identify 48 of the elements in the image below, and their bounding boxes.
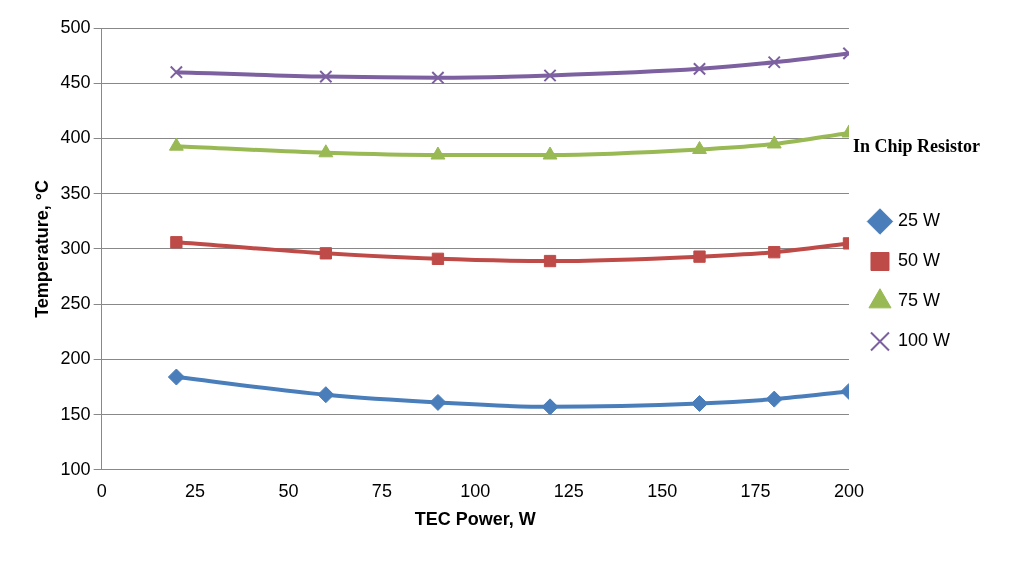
point — [319, 69, 333, 84]
legend-label: 100 W — [897, 330, 951, 351]
x-axis-title: TEC Power, W — [414, 509, 536, 530]
point — [431, 252, 445, 265]
x-tick-label: 25 — [185, 480, 206, 501]
y-tick-label: 300 — [60, 237, 91, 258]
legend-label: 25 W — [897, 210, 940, 231]
point — [766, 135, 782, 149]
point — [431, 71, 445, 85]
x-tick-label: 100 — [460, 480, 491, 501]
point — [693, 250, 706, 263]
point — [318, 144, 334, 158]
point — [692, 141, 707, 154]
y-tick-label: 100 — [60, 458, 91, 479]
point — [429, 393, 447, 411]
y-tick-label: 350 — [60, 182, 91, 203]
x-tick-label: 200 — [833, 480, 864, 501]
point — [543, 254, 557, 268]
y-axis-title: Temperature, °C — [31, 179, 52, 318]
x-tick-label: 0 — [96, 480, 107, 501]
legend-title: In Chip Resistor — [852, 136, 981, 157]
point — [541, 398, 559, 416]
point — [542, 146, 558, 160]
point — [765, 390, 783, 408]
x-tick-label: 75 — [371, 480, 392, 501]
point — [430, 146, 446, 160]
y-tick-label: 450 — [60, 72, 91, 93]
x-tick-label: 125 — [553, 480, 584, 501]
point — [543, 68, 557, 83]
point — [168, 137, 184, 151]
point — [317, 386, 335, 404]
point — [169, 65, 184, 79]
point — [692, 62, 707, 76]
point — [319, 247, 332, 260]
x-tick-label: 150 — [647, 480, 678, 501]
x-tick-label: 50 — [278, 480, 299, 501]
y-tick-label: 150 — [60, 403, 91, 424]
y-tick-label: 400 — [60, 127, 91, 148]
y-tick-label: 250 — [60, 293, 91, 314]
legend-label: 75 W — [897, 290, 940, 311]
x-tick-label: 175 — [740, 480, 771, 501]
point — [167, 368, 185, 386]
y-tick-label: 500 — [60, 16, 91, 37]
point — [768, 246, 781, 259]
point — [170, 236, 183, 249]
y-tick-label: 200 — [60, 348, 91, 369]
point — [767, 55, 781, 69]
legend-label: 50 W — [897, 250, 940, 271]
